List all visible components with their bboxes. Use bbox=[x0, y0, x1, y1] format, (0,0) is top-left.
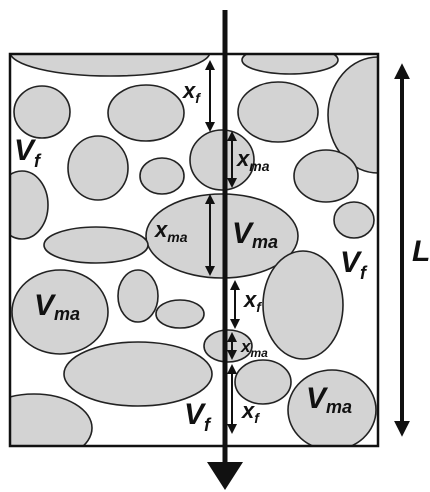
xma-center-label: xma bbox=[154, 217, 188, 245]
particle bbox=[287, 369, 377, 446]
xf-bottom-label: xf bbox=[241, 398, 260, 426]
particle bbox=[10, 393, 93, 446]
xf-mid-label: xf bbox=[243, 287, 262, 315]
xma-small-label: xma bbox=[240, 337, 268, 360]
particle bbox=[43, 226, 149, 264]
particles bbox=[10, 54, 378, 446]
vf-right-label: Vf bbox=[340, 246, 368, 283]
particle bbox=[145, 193, 299, 279]
flow-arrow-head bbox=[207, 462, 243, 490]
particle bbox=[67, 135, 129, 201]
particle bbox=[10, 170, 49, 240]
particle bbox=[262, 250, 344, 360]
particle bbox=[155, 299, 205, 329]
particle bbox=[139, 157, 185, 195]
vma-bottom-label: Vma bbox=[306, 382, 352, 417]
vf-bottom-label: Vf bbox=[184, 398, 212, 435]
particle bbox=[13, 85, 71, 139]
particle bbox=[107, 84, 185, 142]
particle bbox=[11, 269, 109, 355]
particle bbox=[117, 269, 159, 323]
length-label: L bbox=[412, 235, 430, 268]
particle bbox=[189, 129, 255, 191]
xma-upper-label: xma bbox=[236, 146, 270, 174]
vma-left-label: Vma bbox=[34, 289, 80, 324]
vma-center-label: Vma bbox=[232, 217, 278, 252]
particle bbox=[10, 54, 211, 77]
sample-box bbox=[8, 52, 380, 448]
particle bbox=[237, 81, 319, 143]
particle bbox=[241, 54, 339, 75]
particle bbox=[333, 201, 375, 239]
particle bbox=[293, 149, 359, 203]
vf-left-label: Vf bbox=[14, 134, 42, 171]
xf-top-label: xf bbox=[182, 78, 201, 106]
particle bbox=[63, 341, 213, 407]
particle bbox=[327, 56, 378, 174]
